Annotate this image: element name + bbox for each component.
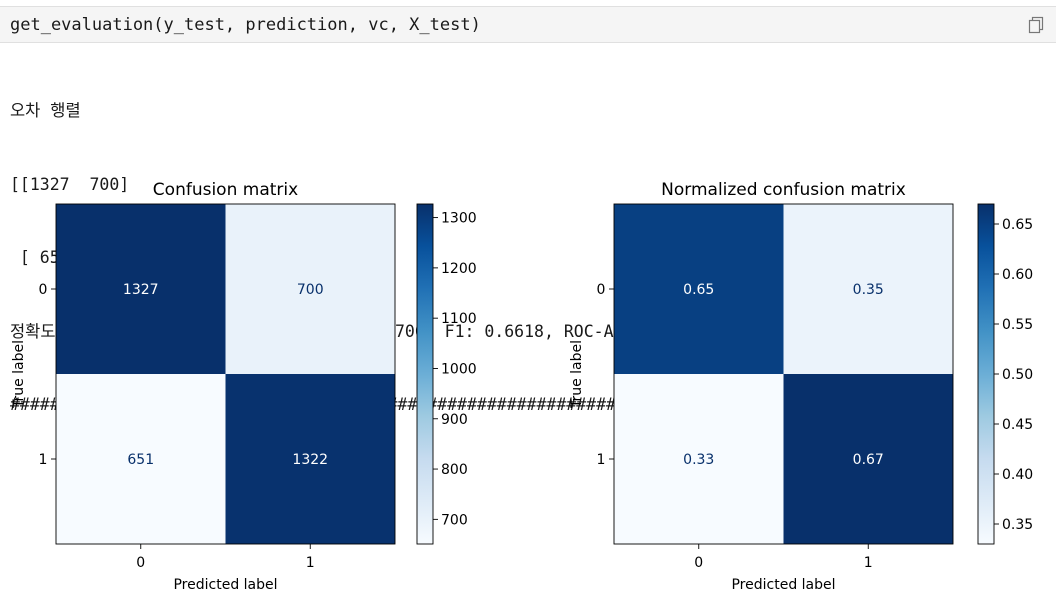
x-tick-label: 0 — [694, 555, 703, 571]
colorbar-tick-label: 0.65 — [1002, 217, 1033, 233]
heatmap-cell — [783, 204, 953, 374]
colorbar-tick-label: 800 — [441, 462, 468, 478]
colorbar-tick-label: 1200 — [441, 261, 477, 277]
colorbar-tick-label: 0.55 — [1002, 317, 1033, 333]
cell-value-label: 700 — [297, 282, 324, 298]
heatmap-cell — [614, 204, 784, 374]
heatmap-cell — [614, 374, 784, 544]
y-tick-label: 0 — [597, 282, 606, 298]
confusion-matrix-figure: 1327 700 651 1322 Confusion matrix 0 1 0 1 Predic… — [11, 180, 1033, 593]
colorbar-tick-label: 900 — [441, 412, 468, 428]
colorbar-tick-label: 0.45 — [1002, 417, 1033, 433]
axes-frame — [55, 203, 396, 545]
x-tick-label: 1 — [864, 555, 873, 571]
colorbar — [977, 203, 995, 545]
y-axis-label: True label — [11, 340, 27, 409]
cell-value-label: 651 — [127, 452, 154, 468]
code-text[interactable]: get_evaluation(y_test, prediction, vc, X… — [10, 15, 481, 35]
y-tick-label: 1 — [39, 452, 48, 468]
colorbar — [416, 203, 434, 545]
x-axis-label: Predicted label — [731, 577, 835, 593]
cell-value-label: 1327 — [123, 282, 159, 298]
copy-icon[interactable] — [1028, 16, 1044, 34]
colorbar-tick-label: 0.60 — [1002, 267, 1033, 283]
colorbar-tick-label: 1000 — [441, 361, 477, 377]
cell-value-label: 0.65 — [683, 282, 714, 298]
colorbar-tick-label: 1300 — [441, 211, 477, 227]
colorbar-tick-label: 1100 — [441, 311, 477, 327]
heatmap-cell — [56, 374, 226, 544]
cell-value-label: 0.67 — [853, 452, 884, 468]
output-line: 오차 행렬 — [10, 101, 81, 120]
y-axis-label: True label — [569, 340, 585, 409]
colorbar-tick-label: 700 — [441, 512, 468, 528]
chart-title: Confusion matrix — [153, 180, 298, 200]
y-tick-label: 0 — [39, 282, 48, 298]
x-tick-label: 0 — [136, 555, 145, 571]
colorbar-tick-label: 0.40 — [1002, 467, 1033, 483]
heatmap-cell — [783, 374, 953, 544]
axes-frame — [613, 203, 954, 545]
heatmap-cell — [225, 374, 395, 544]
heatmap-cell — [56, 204, 226, 374]
chart-title: Normalized confusion matrix — [661, 180, 906, 200]
colorbar-tick-label: 0.35 — [1002, 517, 1033, 533]
y-tick-label: 1 — [597, 452, 606, 468]
cell-value-label: 1322 — [292, 452, 328, 468]
colorbar-tick-label: 0.50 — [1002, 367, 1033, 383]
cell-value-label: 0.33 — [683, 452, 714, 468]
code-cell-input[interactable]: get_evaluation(y_test, prediction, vc, X… — [0, 6, 1056, 43]
x-axis-label: Predicted label — [173, 577, 277, 593]
output-line: [[1327 700] — [10, 174, 130, 194]
cell-value-label: 0.35 — [853, 282, 884, 298]
heatmap-cell — [225, 204, 395, 374]
x-tick-label: 1 — [306, 555, 315, 571]
